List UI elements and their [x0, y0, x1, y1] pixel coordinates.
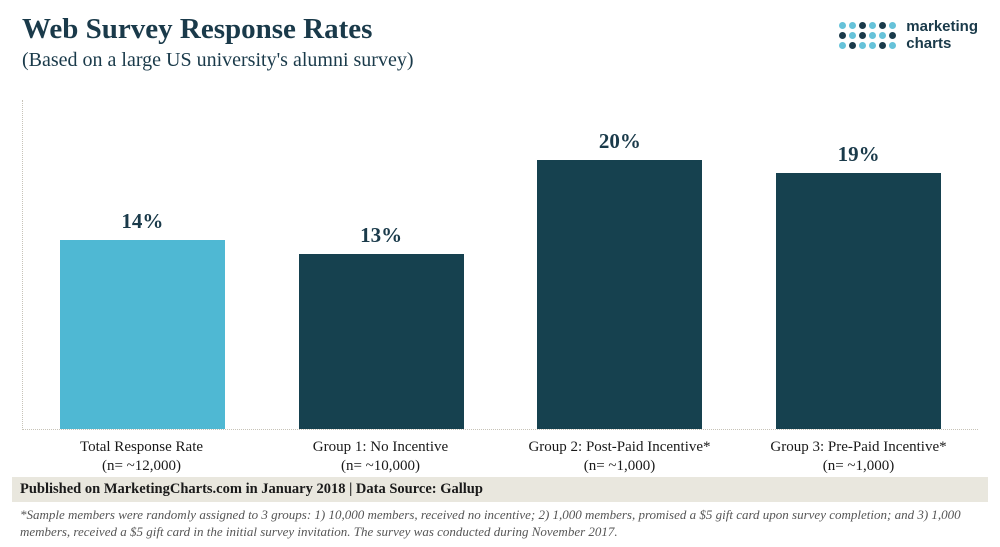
- logo-dot: [859, 22, 866, 29]
- title-block: Web Survey Response Rates (Based on a la…: [22, 12, 839, 72]
- brand-logo: marketing charts: [839, 12, 978, 53]
- x-label-line1: Group 1: No Incentive: [313, 439, 448, 455]
- bar-wrap: 14%: [28, 100, 257, 429]
- logo-dot: [889, 42, 896, 49]
- x-axis-label: Group 1: No Incentive (n= ~10,000): [266, 438, 495, 477]
- header: Web Survey Response Rates (Based on a la…: [0, 0, 1000, 72]
- logo-dot: [869, 22, 876, 29]
- x-axis-label: Group 3: Pre-Paid Incentive* (n= ~1,000): [744, 438, 973, 477]
- bar: [60, 240, 225, 428]
- logo-dot: [839, 32, 846, 39]
- logo-dot: [839, 22, 846, 29]
- footer: Published on MarketingCharts.com in Janu…: [0, 477, 1000, 547]
- x-label-line1: Group 3: Pre-Paid Incentive*: [770, 439, 946, 455]
- logo-line2: charts: [906, 35, 951, 52]
- chart-title: Web Survey Response Rates: [22, 12, 839, 47]
- bar-wrap: 13%: [267, 100, 496, 429]
- logo-dot: [879, 32, 886, 39]
- x-label-line2: (n= ~12,000): [27, 457, 256, 477]
- x-axis-labels: Total Response Rate (n= ~12,000) Group 1: …: [22, 438, 978, 477]
- logo-dot: [859, 32, 866, 39]
- bar: [776, 173, 941, 429]
- chart-plot-area: 14% 13% 20% 19%: [22, 100, 978, 430]
- logo-dot: [869, 32, 876, 39]
- x-label-line1: Total Response Rate: [80, 439, 203, 455]
- bar-group: 14% 13% 20% 19%: [23, 100, 978, 429]
- bar-wrap: 20%: [505, 100, 734, 429]
- bar-value-label: 19%: [838, 142, 880, 167]
- x-label-line1: Group 2: Post-Paid Incentive*: [528, 439, 710, 455]
- logo-dot: [849, 22, 856, 29]
- logo-dot: [889, 22, 896, 29]
- logo-line1: marketing: [906, 18, 978, 35]
- logo-dot: [849, 32, 856, 39]
- x-axis-label: Total Response Rate (n= ~12,000): [27, 438, 256, 477]
- x-label-line2: (n= ~1,000): [744, 457, 973, 477]
- logo-dot: [869, 42, 876, 49]
- x-label-line2: (n= ~10,000): [266, 457, 495, 477]
- logo-text: marketing charts: [906, 18, 978, 53]
- logo-dot: [879, 22, 886, 29]
- bar-value-label: 14%: [121, 209, 163, 234]
- logo-dot: [849, 42, 856, 49]
- x-label-line2: (n= ~1,000): [505, 457, 734, 477]
- logo-dot: [859, 42, 866, 49]
- bar-wrap: 19%: [744, 100, 973, 429]
- logo-dots-icon: [839, 22, 896, 49]
- bar-value-label: 20%: [599, 129, 641, 154]
- logo-dot: [889, 32, 896, 39]
- bar-value-label: 13%: [360, 223, 402, 248]
- bar: [299, 254, 464, 429]
- bar: [537, 160, 702, 429]
- footnote: *Sample members were randomly assigned t…: [12, 502, 988, 541]
- chart-subtitle: (Based on a large US university's alumni…: [22, 49, 839, 72]
- logo-dot: [839, 42, 846, 49]
- x-axis-label: Group 2: Post-Paid Incentive* (n= ~1,000): [505, 438, 734, 477]
- publication-line: Published on MarketingCharts.com in Janu…: [12, 477, 988, 502]
- logo-dot: [879, 42, 886, 49]
